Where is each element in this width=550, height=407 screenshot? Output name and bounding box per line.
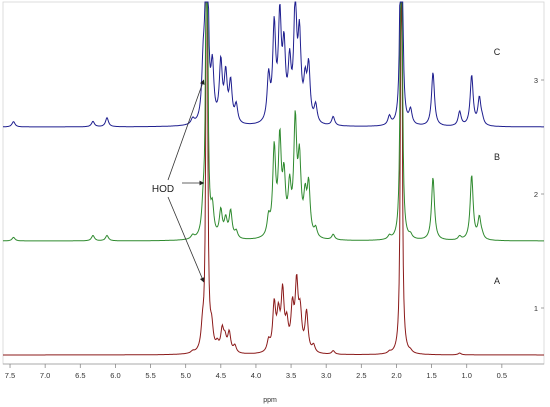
trace-label-a: A xyxy=(494,276,500,286)
x-tick-label: 7.5 xyxy=(5,371,15,380)
trace-labels: A B C xyxy=(494,47,501,286)
trace-label-b: B xyxy=(494,152,500,162)
hod-label: HOD xyxy=(152,184,174,195)
x-tick-label: 3.0 xyxy=(321,371,331,380)
right-tick-label: 2 xyxy=(534,190,538,199)
trace-label-c: C xyxy=(494,47,501,57)
hod-annotation: HOD xyxy=(152,79,205,283)
x-tick-label: 3.5 xyxy=(286,371,296,380)
x-tick-label: 1.5 xyxy=(426,371,436,380)
series-line-c xyxy=(3,1,544,128)
right-tick-label: 3 xyxy=(534,76,538,85)
hod-arrow xyxy=(167,196,205,283)
x-tick-label: 2.5 xyxy=(356,371,366,380)
x-tick-label: 1.0 xyxy=(461,371,471,380)
x-tick-label: 5.0 xyxy=(180,371,190,380)
right-axis-ticks: 1 2 3 xyxy=(534,76,544,313)
x-tick-label: 7.0 xyxy=(40,371,50,380)
x-tick-label: 0.5 xyxy=(497,371,507,380)
x-tick-label: 5.5 xyxy=(145,371,155,380)
series-line-a xyxy=(3,1,544,356)
hod-arrow xyxy=(167,79,205,181)
series-line-b xyxy=(2,1,544,242)
x-tick-label: 4.5 xyxy=(216,371,226,380)
x-tick-label: 4.0 xyxy=(251,371,261,380)
x-tick-label: 2.0 xyxy=(391,371,401,380)
series-layer xyxy=(2,1,544,356)
x-axis-ticks: 7.5 7.0 6.5 6.0 5.5 5.0 4.5 4.0 3.5 3.0 2.5 2.0 1.5 1… xyxy=(5,364,507,380)
x-tick-label: 6.0 xyxy=(110,371,120,380)
x-tick-label: 6.5 xyxy=(75,371,85,380)
x-axis-title: ppm xyxy=(263,397,277,404)
right-tick-label: 1 xyxy=(534,304,538,313)
